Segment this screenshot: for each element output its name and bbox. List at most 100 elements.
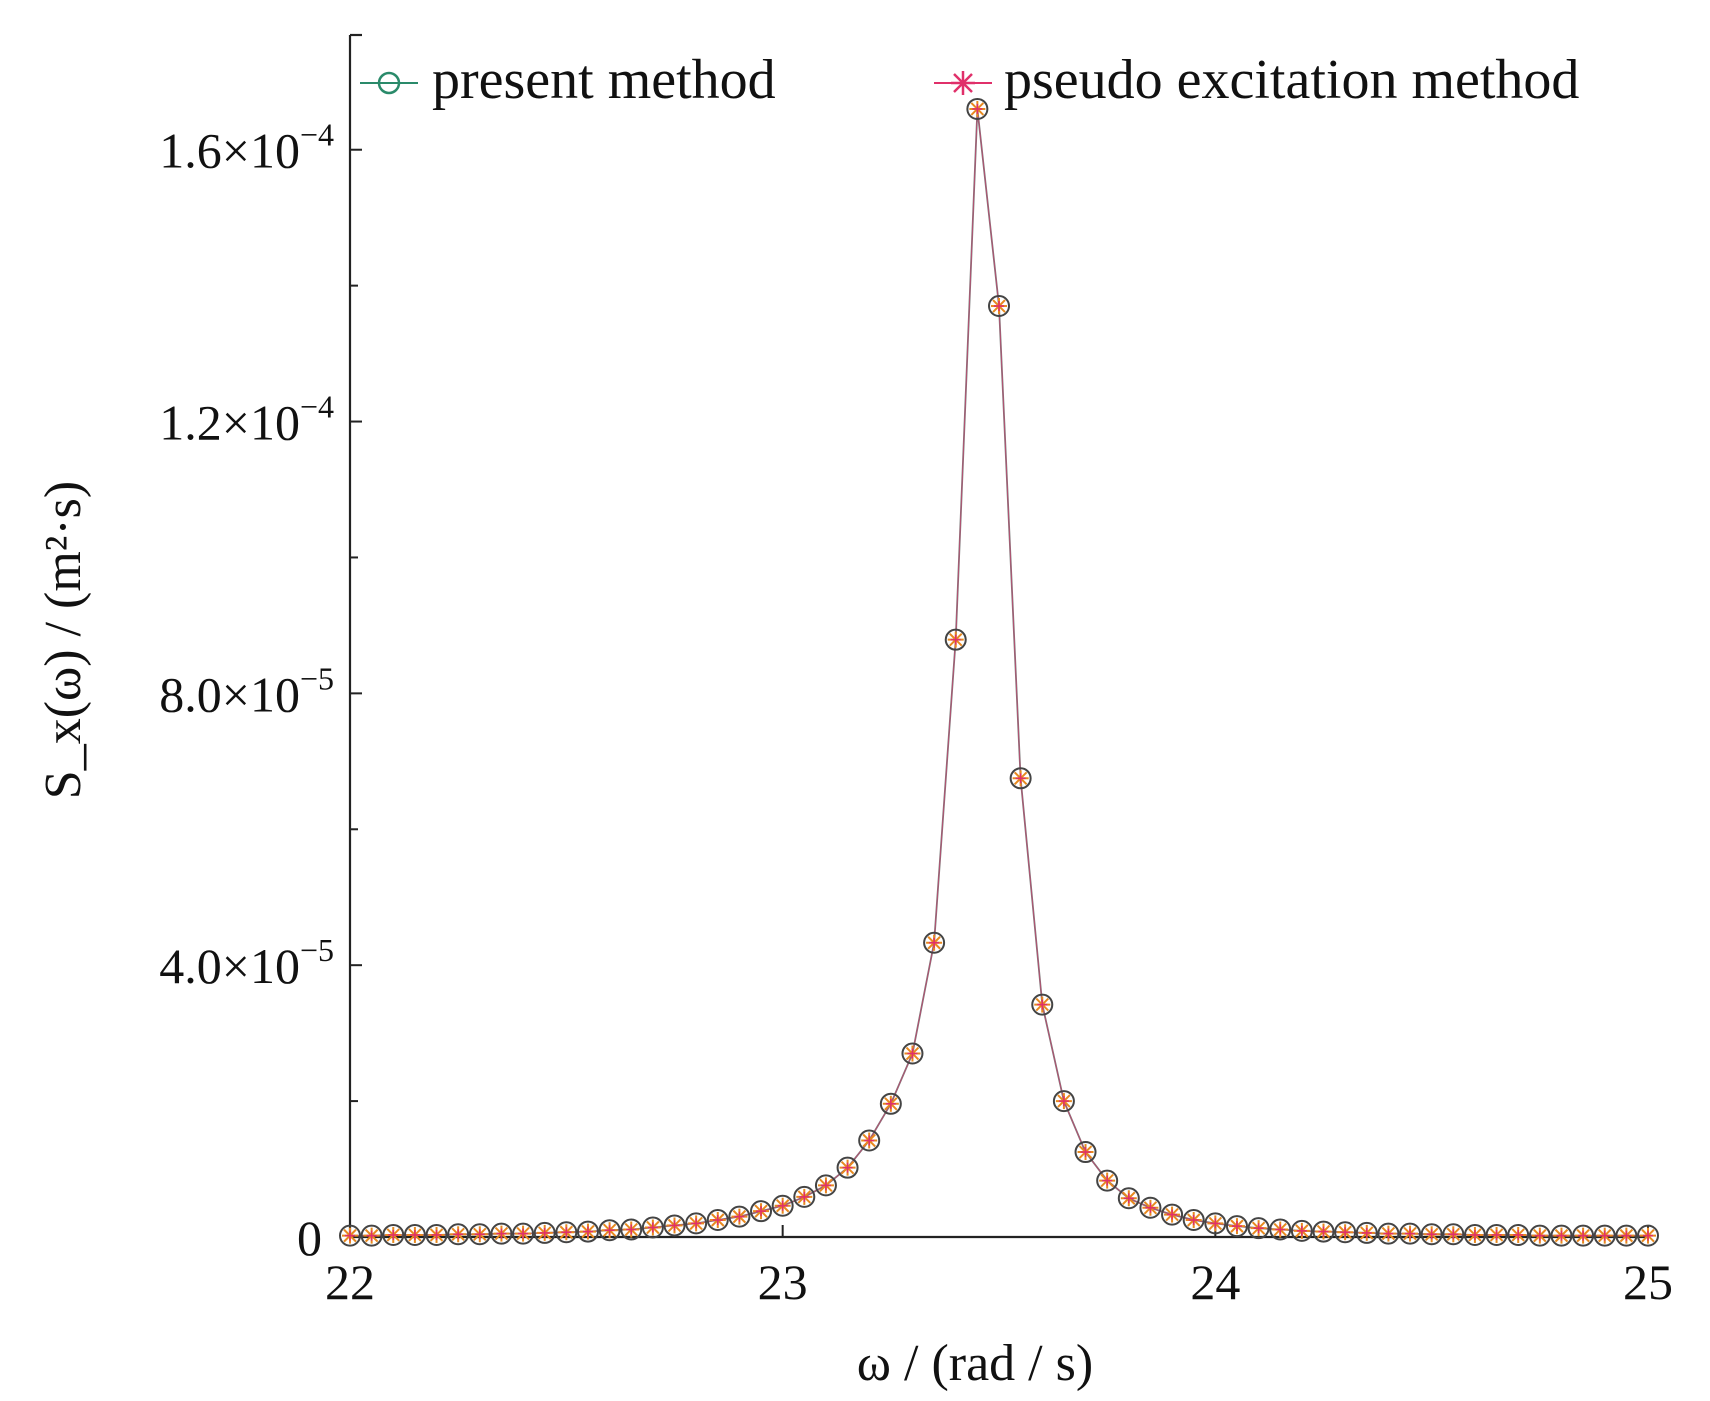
data-point-present <box>1096 1169 1119 1192</box>
data-point-pseudo <box>1296 1225 1307 1236</box>
data-point-present <box>944 628 967 651</box>
data-point-pseudo <box>756 1206 767 1217</box>
data-point-present <box>468 1223 491 1246</box>
data-point-pseudo <box>691 1218 702 1229</box>
data-point-present <box>879 1092 902 1115</box>
x-axis-title: ω / (rad / s) <box>857 1335 1093 1392</box>
y-tick-exponent: −4 <box>300 117 334 153</box>
data-point-present <box>836 1156 859 1179</box>
data-point-pseudo <box>864 1135 875 1146</box>
legend-marker-present <box>377 71 401 95</box>
data-point-present <box>923 931 946 954</box>
data-point-present <box>1442 1223 1465 1246</box>
data-point-present <box>403 1223 426 1246</box>
series-line-present <box>350 108 1648 1237</box>
data-point-pseudo <box>518 1228 529 1239</box>
data-point-pseudo <box>647 1222 658 1233</box>
data-point-pseudo <box>1469 1229 1480 1240</box>
data-point-pseudo <box>626 1224 637 1235</box>
data-point-pseudo <box>1578 1230 1589 1241</box>
data-point-present <box>685 1212 708 1235</box>
data-point-pseudo <box>1643 1230 1653 1241</box>
data-point-present <box>1247 1217 1270 1240</box>
data-point-present <box>641 1216 664 1239</box>
data-point-present <box>1182 1209 1205 1232</box>
data-point-present <box>555 1221 578 1244</box>
data-point-pseudo <box>907 1048 918 1059</box>
data-point-present <box>620 1218 643 1241</box>
data-point-present <box>1031 993 1054 1016</box>
data-point-present <box>1225 1215 1248 1238</box>
y-axis-title: S_x(ω) / (m²·s) <box>35 481 92 799</box>
data-point-present <box>447 1223 470 1246</box>
data-point-pseudo <box>1080 1147 1091 1158</box>
data-point-pseudo <box>409 1229 420 1240</box>
data-point-pseudo <box>1210 1218 1221 1229</box>
data-point-pseudo <box>1405 1228 1416 1239</box>
data-point-pseudo <box>582 1226 593 1237</box>
data-point-pseudo <box>388 1229 399 1240</box>
y-tick-label: 4.0×10 <box>159 938 300 994</box>
data-point-pseudo <box>453 1229 464 1240</box>
data-point-pseudo <box>1231 1221 1242 1232</box>
data-point-present <box>1507 1223 1530 1246</box>
data-point-pseudo <box>539 1227 550 1238</box>
data-point-present <box>1117 1187 1140 1210</box>
data-point-present <box>706 1209 729 1232</box>
data-point-pseudo <box>885 1098 896 1109</box>
data-point-pseudo <box>604 1225 615 1236</box>
data-point-present <box>1334 1221 1357 1244</box>
series <box>339 97 1659 1247</box>
data-point-pseudo <box>777 1200 788 1211</box>
data-point-pseudo <box>842 1162 853 1173</box>
data-point-present <box>1485 1223 1508 1246</box>
y-tick-exponent: −4 <box>300 389 334 425</box>
data-point-pseudo <box>1058 1096 1069 1107</box>
x-tick-label: 22 <box>325 1254 375 1310</box>
data-point-pseudo <box>669 1220 680 1231</box>
data-point-pseudo <box>734 1211 745 1222</box>
data-point-pseudo <box>1318 1226 1329 1237</box>
data-point-present <box>512 1222 535 1245</box>
data-point-present <box>858 1129 881 1152</box>
data-point-pseudo <box>366 1230 377 1241</box>
data-point-pseudo <box>1361 1227 1372 1238</box>
data-point-pseudo <box>972 103 983 114</box>
data-point-pseudo <box>799 1191 810 1202</box>
data-point-present <box>750 1200 773 1223</box>
data-point-present <box>533 1221 556 1244</box>
data-point-present <box>1052 1090 1075 1113</box>
data-point-pseudo <box>1491 1229 1502 1240</box>
series-line-pseudo <box>350 108 1648 1237</box>
data-point-pseudo <box>496 1228 507 1239</box>
data-point-present <box>1615 1224 1638 1247</box>
legend-marker-pseudo <box>951 71 975 95</box>
data-point-pseudo <box>820 1180 831 1191</box>
data-point-pseudo <box>1253 1223 1264 1234</box>
data-point-present <box>360 1224 383 1247</box>
data-point-present <box>598 1219 621 1242</box>
data-point-present <box>1290 1219 1313 1242</box>
data-point-present <box>728 1205 751 1228</box>
legend: present method pseudo excitation method <box>360 49 1579 111</box>
data-point-present <box>663 1214 686 1237</box>
data-point-pseudo <box>1145 1202 1156 1213</box>
data-point-pseudo <box>1383 1228 1394 1239</box>
data-point-present <box>814 1174 837 1197</box>
data-point-pseudo <box>1556 1230 1567 1241</box>
data-point-pseudo <box>1167 1209 1178 1220</box>
data-point-present <box>793 1185 816 1208</box>
data-point-pseudo <box>431 1229 442 1240</box>
data-point-present <box>1399 1222 1422 1245</box>
x-tick-label: 25 <box>1623 1254 1673 1310</box>
data-point-present <box>1139 1196 1162 1219</box>
data-point-present <box>425 1223 448 1246</box>
data-point-pseudo <box>994 301 1004 312</box>
data-point-pseudo <box>345 1230 355 1241</box>
axes <box>348 33 1648 1239</box>
x-tick-label: 24 <box>1190 1254 1240 1310</box>
data-point-present <box>1009 767 1032 790</box>
data-point-present <box>339 1224 361 1247</box>
